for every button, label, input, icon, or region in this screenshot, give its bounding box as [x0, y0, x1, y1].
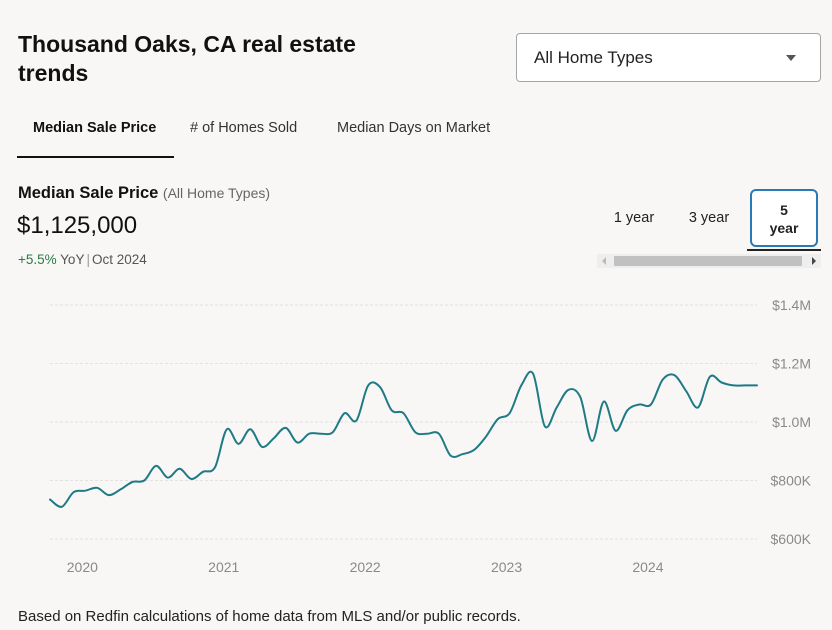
y-tick-label: $800K: [771, 473, 812, 489]
yoy-label: YoY: [60, 252, 85, 267]
x-tick-label: 2021: [208, 559, 239, 575]
scroll-thumb[interactable]: [614, 256, 802, 266]
x-tick-label: 2024: [632, 559, 663, 575]
page-title: Thousand Oaks, CA real estate trends: [18, 31, 356, 86]
y-tick-label: $1.4M: [772, 297, 811, 313]
home-type-dropdown[interactable]: All Home Types: [516, 33, 821, 82]
footnote: Based on Redfin calculations of home dat…: [18, 608, 521, 625]
metric-tabs: Median Sale Price # of Homes Sold Median…: [17, 106, 527, 158]
stat-label-text: Median Sale Price: [18, 184, 159, 202]
stat-sublabel: (All Home Types): [162, 185, 271, 201]
price-series-line: [49, 370, 758, 508]
stat-change: +5.5% YoY | Oct 2024: [18, 252, 147, 267]
y-tick-label: $1.0M: [772, 414, 811, 430]
y-tick-label: $1.2M: [772, 356, 811, 372]
y-tick-label: $600K: [771, 531, 812, 547]
tab-homes-sold[interactable]: # of Homes Sold: [190, 120, 298, 136]
x-tick-label: 2020: [67, 559, 98, 575]
scroll-left-icon[interactable]: [602, 257, 606, 265]
range-5-year-button[interactable]: 5 year: [750, 189, 818, 247]
stat-label: Median Sale Price (All Home Types): [18, 184, 270, 203]
range-scrollbar[interactable]: [597, 254, 821, 268]
x-tick-label: 2022: [350, 559, 381, 575]
selected-range-underline: [747, 249, 821, 251]
tab-median-days-on-market[interactable]: Median Days on Market: [337, 120, 491, 136]
yoy-change: +5.5%: [18, 252, 57, 267]
median-sale-price-chart: $600K $800K $1.0M $1.2M $1.4M 2020 2021 2022 202…: [49, 297, 812, 575]
range-5-unit: year: [769, 220, 799, 236]
scroll-right-icon[interactable]: [812, 257, 816, 265]
stat-period: Oct 2024: [91, 252, 147, 267]
range-1-year-button[interactable]: 1 year: [613, 210, 655, 226]
range-3-year-button[interactable]: 3 year: [688, 210, 730, 226]
stat-value: $1,125,000: [17, 212, 138, 239]
tab-median-sale-price[interactable]: Median Sale Price: [17, 106, 174, 158]
x-tick-label: 2023: [491, 559, 522, 575]
dropdown-selected-value: All Home Types: [534, 47, 653, 67]
range-5-number: 5: [780, 202, 788, 218]
divider: |: [86, 252, 90, 267]
chevron-down-icon[interactable]: [786, 55, 796, 61]
